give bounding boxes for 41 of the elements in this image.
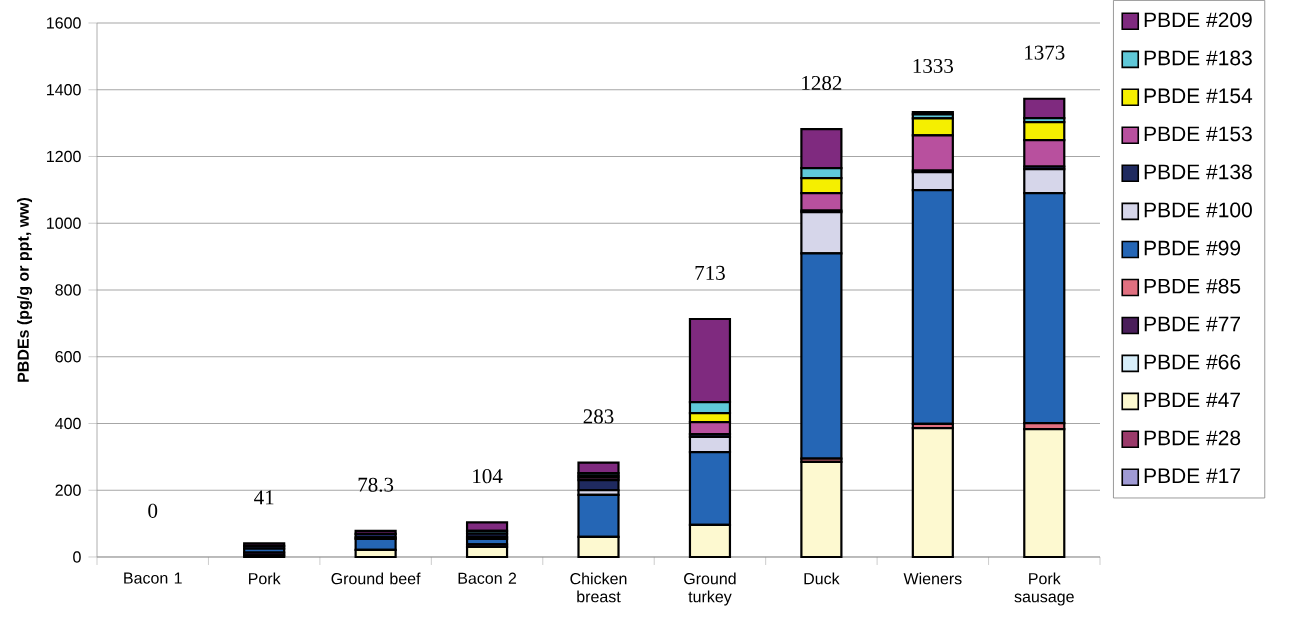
total-label: 1373 bbox=[1025, 45, 1065, 60]
legend-label: PBDE #138 bbox=[1144, 164, 1252, 180]
legend-label: PBDE #28 bbox=[1144, 430, 1241, 446]
legend-label: PBDE #85 bbox=[1144, 278, 1241, 294]
x-tick-label: Bacon 1 bbox=[124, 572, 182, 584]
total-label: 0 bbox=[148, 503, 158, 518]
y-tick-label: 1000 bbox=[47, 217, 81, 229]
x-tick-label: Ground beef bbox=[331, 572, 421, 585]
y-tick-label: 600 bbox=[55, 351, 81, 363]
legend-label: PBDE #154 bbox=[1144, 88, 1253, 104]
x-tick-label: Bacon 2 bbox=[458, 572, 517, 584]
total-label: 41 bbox=[254, 490, 274, 505]
legend-label: PBDE #99 bbox=[1144, 240, 1241, 256]
y-tick-label: 200 bbox=[55, 484, 81, 496]
legend-label: PBDE #153 bbox=[1144, 126, 1252, 142]
total-label: 713 bbox=[695, 265, 725, 280]
y-tick-label: 800 bbox=[55, 284, 81, 296]
total-label: 1333 bbox=[913, 58, 953, 74]
legend-label: PBDE #66 bbox=[1144, 354, 1241, 370]
y-tick-label: 1200 bbox=[47, 150, 81, 163]
legend-label: PBDE #209 bbox=[1144, 12, 1252, 28]
total-label: 104 bbox=[473, 469, 503, 484]
y-axis-title: PBDEs (pg/g or ppt, ww) bbox=[17, 197, 33, 382]
legend-label: PBDE #47 bbox=[1144, 392, 1240, 408]
legend-label: PBDE #77 bbox=[1144, 316, 1240, 332]
legend-label: PBDE #100 bbox=[1144, 202, 1252, 218]
y-tick-label: 400 bbox=[55, 417, 81, 430]
x-tick-label: Chicken breast bbox=[570, 572, 627, 603]
y-tick-label: 1400 bbox=[47, 84, 81, 96]
x-tick-label: Duck bbox=[804, 572, 840, 585]
x-tick-label: Ground turkey bbox=[684, 572, 736, 606]
x-tick-label: Wieners bbox=[903, 572, 962, 585]
legend-label: PBDE #183 bbox=[1144, 50, 1252, 66]
legend-label: PBDE #17 bbox=[1144, 468, 1240, 483]
total-label: 1282 bbox=[802, 75, 842, 91]
x-tick-label: Pork bbox=[249, 572, 281, 585]
y-tick-label: 0 bbox=[73, 551, 81, 563]
total-label: 283 bbox=[583, 409, 614, 424]
total-label: 78.3 bbox=[358, 477, 394, 492]
y-tick-label: 1600 bbox=[47, 17, 81, 29]
x-tick-label: Pork sausage bbox=[1014, 572, 1074, 606]
